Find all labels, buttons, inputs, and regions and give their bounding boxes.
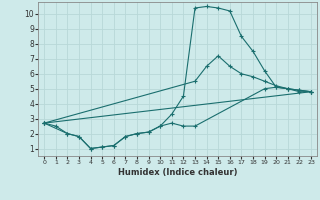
X-axis label: Humidex (Indice chaleur): Humidex (Indice chaleur) [118,168,237,177]
